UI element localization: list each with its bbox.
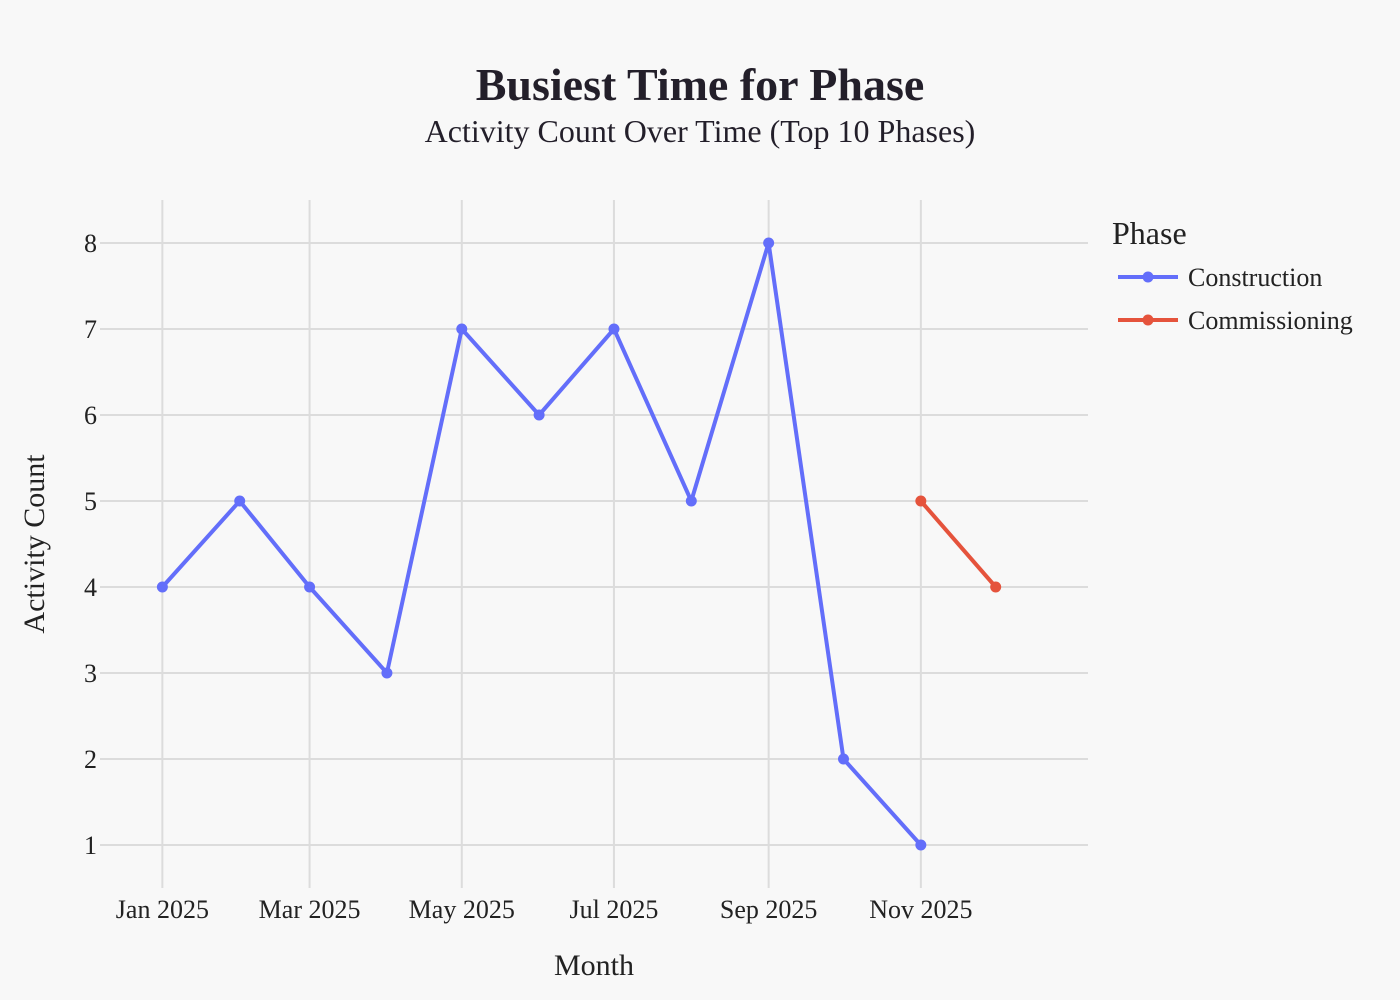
series-line-construction — [160, 241, 923, 847]
y-tick-label: 2 — [84, 745, 97, 774]
legend-label: Construction — [1188, 263, 1322, 292]
data-point-commissioning — [990, 581, 1002, 593]
x-tick-label: Jul 2025 — [570, 895, 659, 924]
data-point-construction — [456, 323, 468, 335]
data-point-construction — [381, 667, 393, 679]
data-point-construction — [915, 839, 927, 851]
series-line-commissioning — [919, 499, 998, 589]
x-tick-label: Sep 2025 — [720, 895, 818, 924]
x-tick-label: Mar 2025 — [259, 895, 361, 924]
y-tick-label: 3 — [84, 659, 97, 688]
legend-item-construction: Construction — [1118, 263, 1322, 292]
legend-label: Commissioning — [1188, 306, 1353, 335]
data-point-construction — [685, 495, 697, 507]
y-tick-label: 8 — [84, 229, 97, 258]
chart-title: Busiest Time for Phase — [476, 59, 925, 110]
data-point-construction — [234, 495, 246, 507]
legend-item-commissioning: Commissioning — [1118, 306, 1353, 335]
data-point-construction — [837, 753, 849, 765]
legend-swatch-marker — [1142, 314, 1154, 326]
data-point-construction — [156, 581, 168, 593]
x-tick-label: May 2025 — [409, 895, 515, 924]
chart-subtitle: Activity Count Over Time (Top 10 Phases) — [425, 113, 976, 149]
data-point-construction — [304, 581, 316, 593]
y-axis-label: Activity Count — [18, 454, 51, 634]
y-tick-label: 7 — [84, 315, 97, 344]
y-tick-label: 4 — [84, 573, 97, 602]
y-axis: 1 2 3 4 5 6 7 8 — [84, 229, 97, 860]
data-point-construction — [533, 409, 545, 421]
plot-area — [156, 237, 1002, 851]
legend-title: Phase — [1112, 215, 1187, 251]
y-tick-label: 5 — [84, 487, 97, 516]
data-point-commissioning — [915, 495, 927, 507]
x-axis: Jan 2025 Mar 2025 May 2025 Jul 2025 Sep 2025… — [116, 895, 973, 924]
y-tick-label: 6 — [84, 401, 97, 430]
legend-swatch-marker — [1142, 271, 1154, 283]
legend: Phase Construction Commissioning — [1112, 215, 1353, 335]
data-point-construction — [608, 323, 620, 335]
y-tick-label: 1 — [84, 831, 97, 860]
x-axis-label: Month — [554, 949, 634, 982]
data-point-construction — [763, 237, 775, 249]
grid — [100, 200, 1088, 888]
x-tick-label: Nov 2025 — [869, 895, 972, 924]
x-tick-label: Jan 2025 — [116, 895, 209, 924]
